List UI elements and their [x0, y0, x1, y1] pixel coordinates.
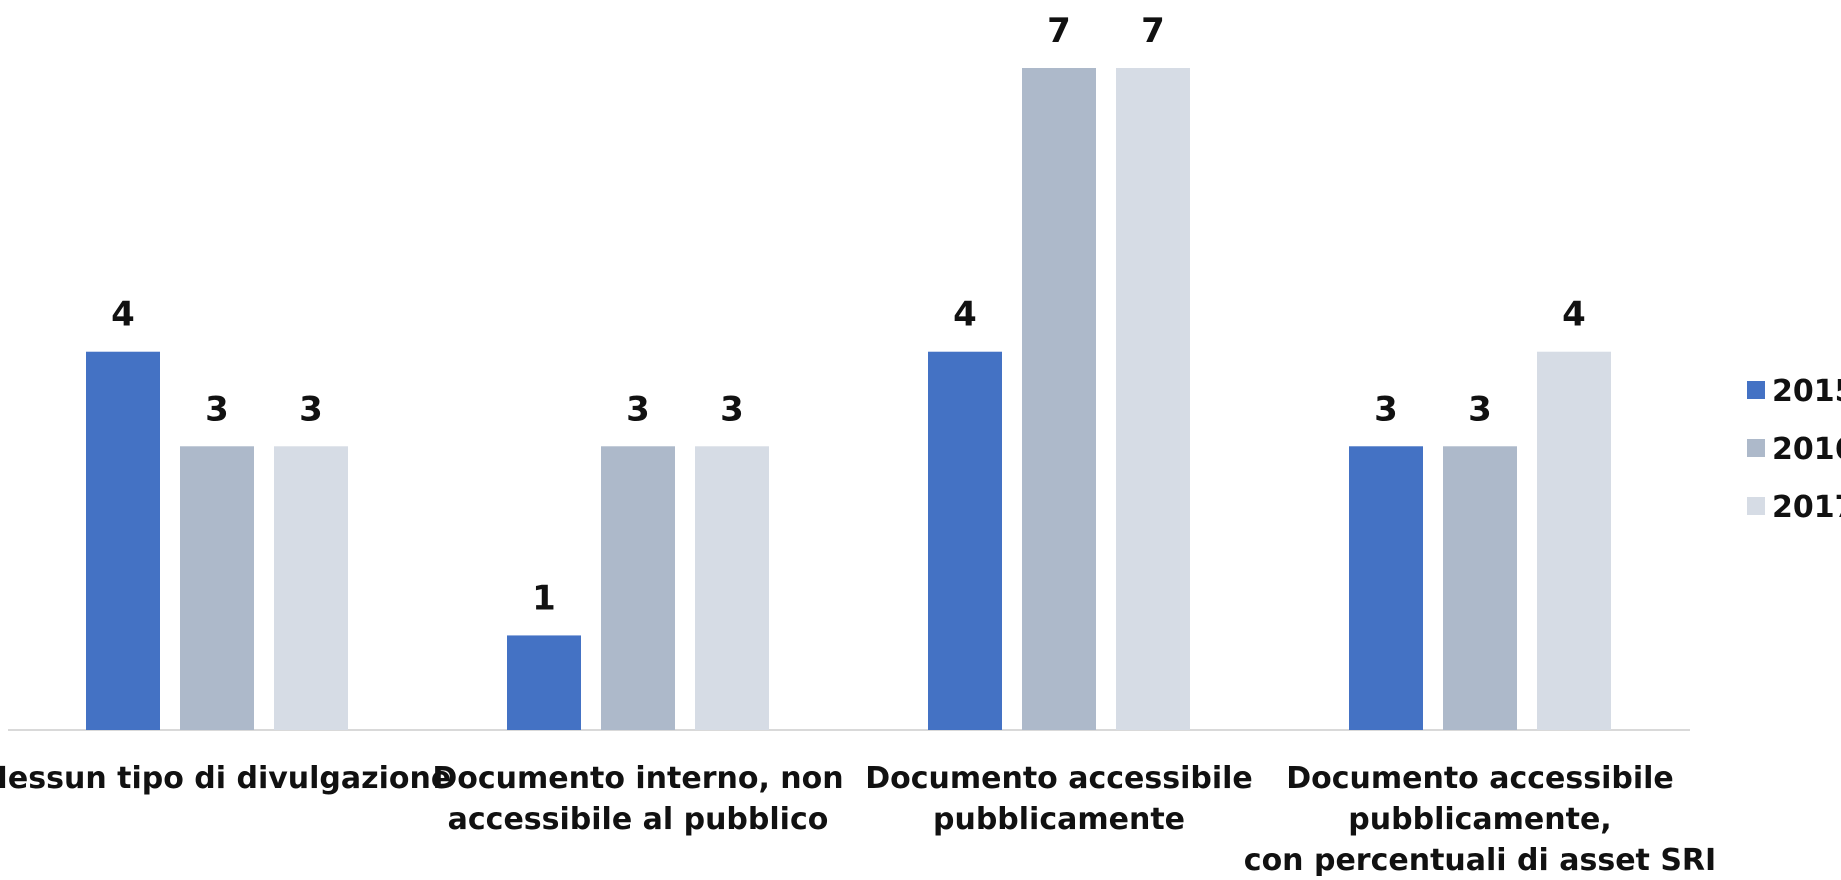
category-label-4-line-2: pubblicamente,: [1348, 802, 1611, 837]
category-label-3-line-2: pubblicamente: [933, 802, 1185, 837]
bar-2017-2: [695, 446, 769, 730]
bar-2017-3: [1116, 68, 1190, 730]
category-label-3-line-1: Documento accessibile: [865, 761, 1253, 796]
bar-2017-1: [274, 446, 348, 730]
bar-2015-4: [1349, 446, 1423, 730]
data-label-2017-4: 4: [1562, 295, 1586, 335]
bar-2015-2: [507, 635, 581, 730]
legend-label-2016: 2016: [1772, 432, 1841, 467]
legend-label-2017: 2017: [1772, 490, 1841, 525]
bar-2016-3: [1022, 68, 1096, 730]
data-label-2016-4: 3: [1468, 389, 1492, 429]
category-label-1-line-1: Nessun tipo di divulgazione: [0, 761, 451, 796]
data-label-2016-1: 3: [205, 389, 229, 429]
legend-label-2015: 2015: [1772, 374, 1841, 409]
category-label-2-line-2: accessibile al pubblico: [448, 802, 829, 837]
bar-2015-1: [86, 351, 160, 730]
data-label-2015-3: 4: [953, 295, 977, 335]
bar-2016-1: [180, 446, 254, 730]
data-label-2017-3: 7: [1141, 11, 1165, 51]
bar-2015-3: [928, 351, 1002, 730]
data-label-2015-2: 1: [532, 578, 556, 618]
data-label-2015-1: 4: [111, 295, 135, 335]
category-label-2-line-1: Documento interno, non: [432, 761, 843, 796]
data-label-2015-4: 3: [1374, 389, 1398, 429]
category-label-4-line-1: Documento accessibile: [1286, 761, 1674, 796]
bar-2016-2: [601, 446, 675, 730]
legend-swatch-2017: [1747, 497, 1765, 515]
data-label-2017-1: 3: [299, 389, 323, 429]
data-label-2017-2: 3: [720, 389, 744, 429]
legend-swatch-2016: [1747, 439, 1765, 457]
bar-2016-4: [1443, 446, 1517, 730]
bar-2017-4: [1537, 351, 1611, 730]
category-label-4-line-3: con percentuali di asset SRI: [1244, 843, 1716, 876]
data-label-2016-3: 7: [1047, 11, 1071, 51]
legend-swatch-2015: [1747, 381, 1765, 399]
data-label-2016-2: 3: [626, 389, 650, 429]
